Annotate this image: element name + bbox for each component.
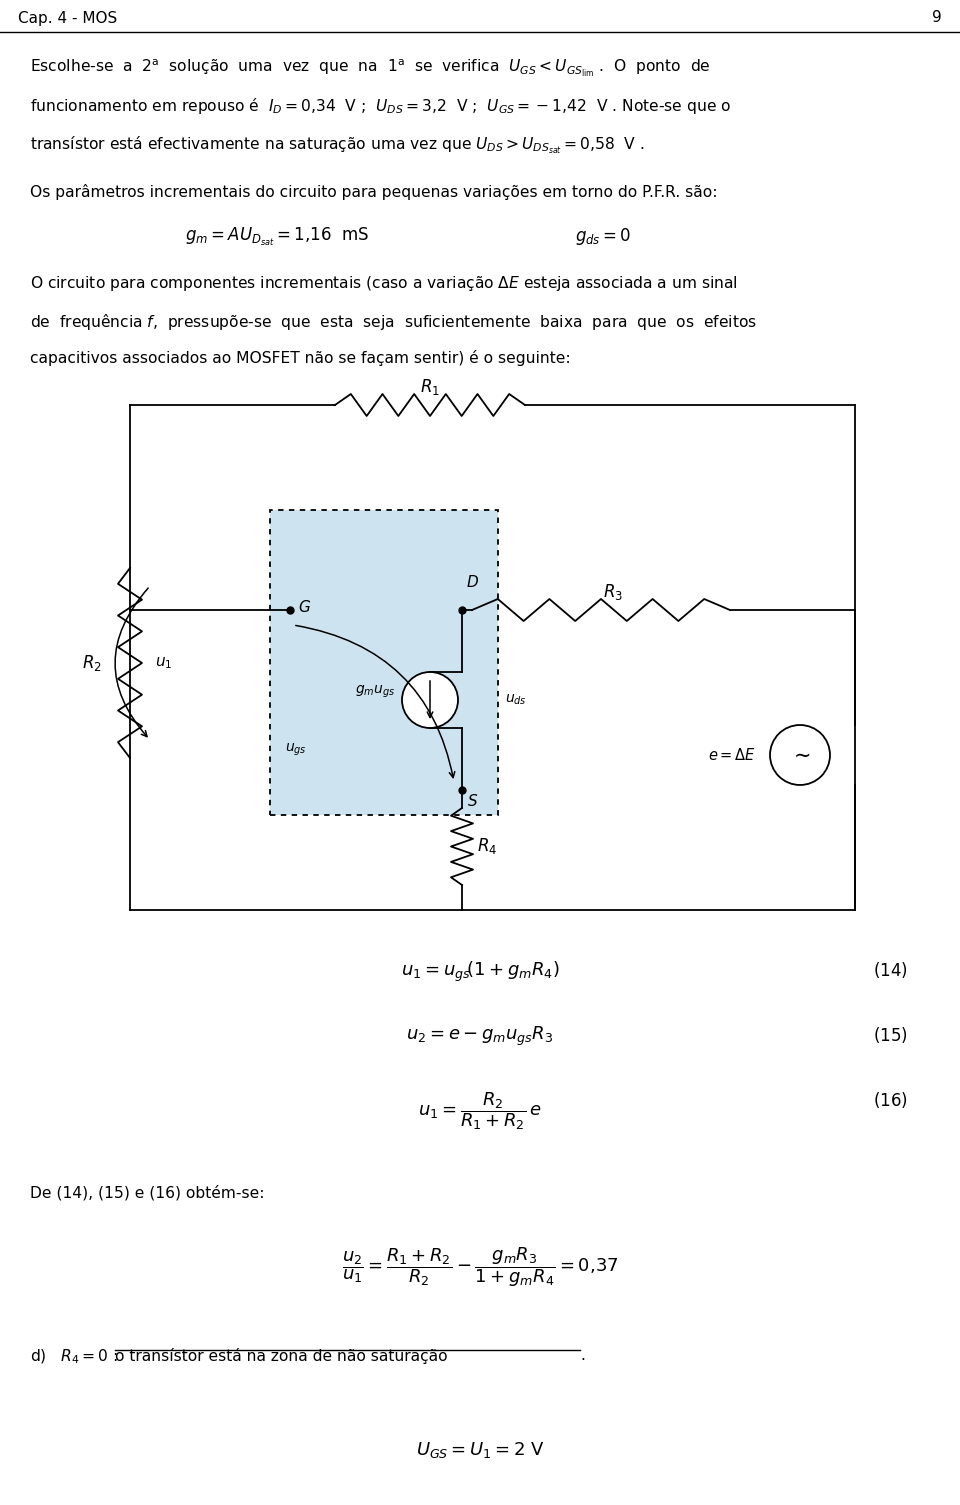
Text: $g_m = AU_{D_{sat}} = 1{,}16$  mS: $g_m = AU_{D_{sat}} = 1{,}16$ mS — [185, 226, 370, 248]
Bar — [270, 510, 498, 816]
Text: $e{=}\Delta E$: $e{=}\Delta E$ — [708, 746, 756, 763]
Text: $(16)$: $(16)$ — [874, 1090, 908, 1111]
Text: $(15)$: $(15)$ — [874, 1025, 908, 1044]
Text: $R_1$: $R_1$ — [420, 376, 440, 397]
Text: $u_{ds}$: $u_{ds}$ — [505, 692, 527, 707]
Text: $R_2$: $R_2$ — [83, 653, 102, 673]
Text: d)   $R_4 = 0$ :: d) $R_4 = 0$ : — [30, 1348, 118, 1367]
Text: $R_3$: $R_3$ — [604, 582, 623, 602]
Text: .: . — [580, 1348, 585, 1364]
Text: Cap. 4 - MOS: Cap. 4 - MOS — [18, 11, 117, 26]
Text: 9: 9 — [932, 11, 942, 26]
Text: $S$: $S$ — [467, 793, 478, 810]
Text: De (14), (15) e (16) obtém-se:: De (14), (15) e (16) obtém-se: — [30, 1184, 265, 1201]
Text: $g_m u_{gs}$: $g_m u_{gs}$ — [355, 683, 396, 700]
Text: $u_{gs}$: $u_{gs}$ — [285, 742, 307, 759]
Text: Os parâmetros incrementais do circuito para pequenas variações em torno do P.F.R: Os parâmetros incrementais do circuito p… — [30, 184, 717, 200]
Text: de  frequência $f$,  pressupõe-se  que  esta  seja  suficientemente  baixa  para: de frequência $f$, pressupõe-se que esta… — [30, 312, 756, 333]
Text: $D$: $D$ — [466, 573, 479, 590]
Text: funcionamento em repouso é  $I_D = 0{,}34$  V ;  $U_{DS} = 3{,}2$  V ;  $U_{GS} : funcionamento em repouso é $I_D = 0{,}34… — [30, 96, 732, 116]
Ellipse shape — [770, 725, 830, 786]
Text: $\sim$: $\sim$ — [789, 745, 810, 765]
Bar — [270, 510, 498, 816]
Text: $U_{GS} = U_1 = 2\ \mathrm{V}$: $U_{GS} = U_1 = 2\ \mathrm{V}$ — [416, 1440, 544, 1460]
Text: transístor está efectivamente na saturação uma vez que $U_{DS} > U_{DS_{sat}} = : transístor está efectivamente na saturaç… — [30, 134, 645, 155]
Text: o transístor está na zona de não saturação: o transístor está na zona de não saturaç… — [115, 1348, 447, 1364]
Text: $G$: $G$ — [298, 599, 311, 616]
Text: $u_1 = \dfrac{R_2}{R_1 + R_2}\,e$: $u_1 = \dfrac{R_2}{R_1 + R_2}\,e$ — [419, 1090, 541, 1132]
Text: $\dfrac{u_2}{u_1} = \dfrac{R_1 + R_2}{R_2} - \dfrac{g_m R_3}{1 + g_m R_4} = 0{,}: $\dfrac{u_2}{u_1} = \dfrac{R_1 + R_2}{R_… — [342, 1245, 618, 1288]
Text: O circuito para componentes incrementais (caso a variação $\Delta E$ esteja asso: O circuito para componentes incrementais… — [30, 274, 738, 293]
Text: Escolhe-se  a  2$^\mathrm{a}$  solução  uma  vez  que  na  1$^\mathrm{a}$  se  v: Escolhe-se a 2$^\mathrm{a}$ solução uma … — [30, 59, 710, 80]
Text: $u_2 = e - g_m u_{gs} R_3$: $u_2 = e - g_m u_{gs} R_3$ — [406, 1025, 554, 1047]
Ellipse shape — [402, 673, 458, 728]
Text: $u_1 = u_{gs}\!\left(1 + g_m R_4\right)$: $u_1 = u_{gs}\!\left(1 + g_m R_4\right)$ — [400, 960, 560, 984]
Text: $u_1$: $u_1$ — [155, 655, 173, 671]
Text: capacitivos associados ao MOSFET não se façam sentir) é o seguinte:: capacitivos associados ao MOSFET não se … — [30, 351, 570, 366]
Text: $g_{ds} = 0$: $g_{ds} = 0$ — [575, 226, 632, 247]
Text: $(14)$: $(14)$ — [874, 960, 908, 980]
Text: $R_4$: $R_4$ — [477, 837, 497, 856]
